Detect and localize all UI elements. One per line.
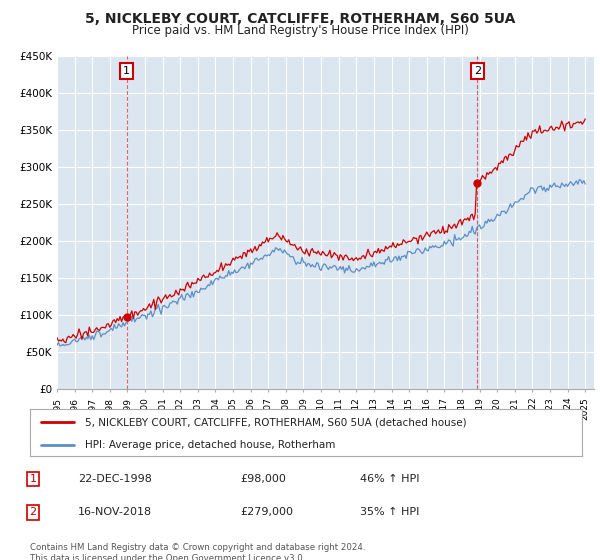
Text: £279,000: £279,000	[240, 507, 293, 517]
Text: Contains HM Land Registry data © Crown copyright and database right 2024.
This d: Contains HM Land Registry data © Crown c…	[30, 543, 365, 560]
Text: Price paid vs. HM Land Registry's House Price Index (HPI): Price paid vs. HM Land Registry's House …	[131, 24, 469, 36]
Text: 1: 1	[123, 66, 130, 76]
Text: HPI: Average price, detached house, Rotherham: HPI: Average price, detached house, Roth…	[85, 440, 335, 450]
Text: £98,000: £98,000	[240, 474, 286, 484]
Text: 35% ↑ HPI: 35% ↑ HPI	[360, 507, 419, 517]
Text: 5, NICKLEBY COURT, CATCLIFFE, ROTHERHAM, S60 5UA (detached house): 5, NICKLEBY COURT, CATCLIFFE, ROTHERHAM,…	[85, 417, 467, 427]
Text: 16-NOV-2018: 16-NOV-2018	[78, 507, 152, 517]
Text: 46% ↑ HPI: 46% ↑ HPI	[360, 474, 419, 484]
Text: 2: 2	[29, 507, 37, 517]
Text: 1: 1	[29, 474, 37, 484]
Text: 22-DEC-1998: 22-DEC-1998	[78, 474, 152, 484]
Text: 5, NICKLEBY COURT, CATCLIFFE, ROTHERHAM, S60 5UA: 5, NICKLEBY COURT, CATCLIFFE, ROTHERHAM,…	[85, 12, 515, 26]
Text: 2: 2	[474, 66, 481, 76]
